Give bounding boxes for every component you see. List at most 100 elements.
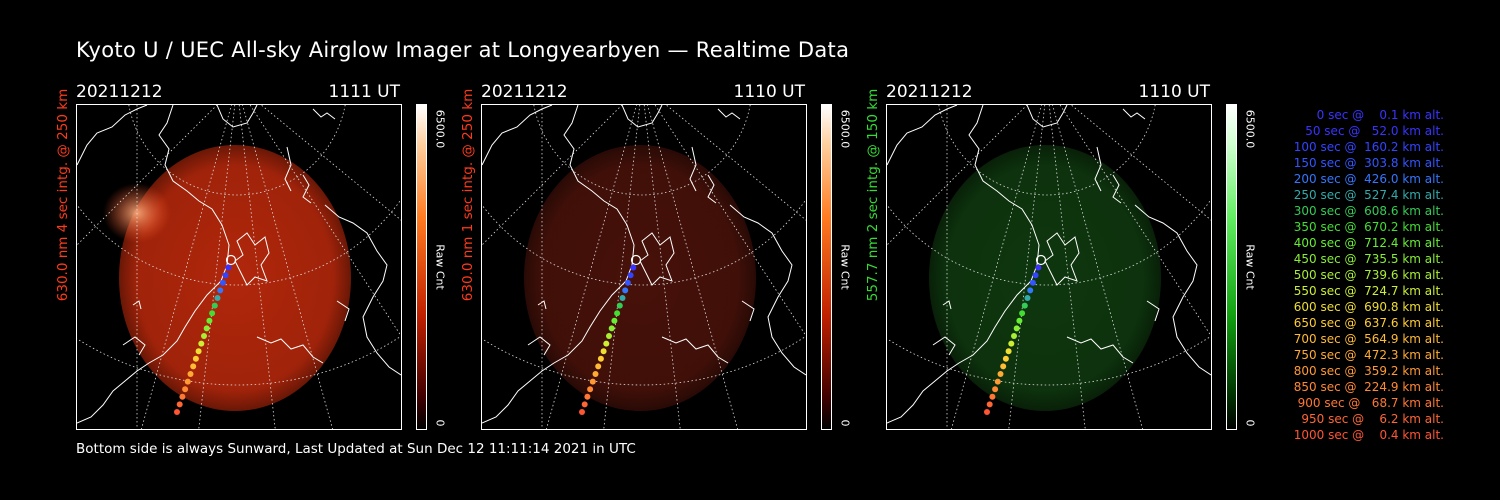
panel-date: 20211212 xyxy=(76,82,163,102)
allsky-map xyxy=(887,105,1211,429)
coastline xyxy=(741,300,755,322)
track-point xyxy=(616,302,623,309)
track-point xyxy=(579,409,585,415)
allsky-image xyxy=(481,104,807,430)
colorbar-max: 6500.0 xyxy=(433,109,447,149)
track-point xyxy=(587,386,594,393)
track-point xyxy=(192,355,199,362)
coastline xyxy=(537,300,547,310)
legend-row: 750 sec @ 472.3 km alt. xyxy=(1289,348,1444,362)
track-point xyxy=(611,317,618,324)
coastline xyxy=(216,105,258,128)
legend-row: 150 sec @ 303.8 km alt. xyxy=(1289,156,1444,170)
track-point xyxy=(994,378,1001,385)
track-point xyxy=(1005,348,1012,355)
track-point xyxy=(184,378,191,385)
track-point xyxy=(1029,279,1036,286)
track-point xyxy=(597,355,604,362)
track-point xyxy=(1035,264,1042,271)
legend-row: 100 sec @ 160.2 km alt. xyxy=(1289,140,1444,154)
coastline xyxy=(284,146,292,192)
track-point xyxy=(1008,340,1015,347)
coastline xyxy=(707,174,717,204)
track-point xyxy=(190,363,197,370)
airglow-disc xyxy=(929,145,1161,411)
airglow-panel-1: 20211212 1111 UT 6500.0 Raw Cnt 0 xyxy=(76,82,447,432)
track-point xyxy=(1021,302,1028,309)
track-point xyxy=(630,264,637,271)
coastline xyxy=(132,300,142,310)
track-point xyxy=(989,393,996,400)
coastline xyxy=(942,300,952,310)
track-point xyxy=(225,264,232,271)
colorbar-unit: Raw Cnt xyxy=(433,244,447,290)
track-point xyxy=(187,371,194,377)
coastline xyxy=(932,336,956,356)
panel-time: 1110 UT xyxy=(733,82,806,102)
footer-note: Bottom side is always Sunward, Last Upda… xyxy=(76,441,636,457)
coastline xyxy=(336,300,350,322)
colorbar-min: 0 xyxy=(1243,419,1257,427)
track-point xyxy=(1024,295,1031,301)
track-point xyxy=(619,295,626,301)
legend-row: 200 sec @ 426.0 km alt. xyxy=(1289,172,1444,186)
track-point xyxy=(179,393,186,400)
track-point xyxy=(584,393,591,400)
track-point xyxy=(201,333,207,339)
airglow-disc xyxy=(524,145,756,411)
track-point xyxy=(203,325,210,332)
legend-row: 600 sec @ 690.8 km alt. xyxy=(1289,300,1444,314)
airglow-panel-2: 20211212 1110 UT 6500.0 Raw Cnt 0 xyxy=(481,82,852,432)
track-point xyxy=(174,409,180,415)
colorbar-max: 6500.0 xyxy=(838,109,852,149)
coastline xyxy=(1112,174,1122,204)
track-point xyxy=(198,340,205,347)
track-point xyxy=(997,371,1004,377)
page-title: Kyoto U / UEC All-sky Airglow Imager at … xyxy=(76,38,850,62)
coastline xyxy=(729,204,806,376)
coastline xyxy=(312,108,336,120)
legend-row: 350 sec @ 670.2 km alt. xyxy=(1289,220,1444,234)
coastline xyxy=(717,108,741,120)
track-point xyxy=(222,272,229,279)
colorbar-min: 0 xyxy=(433,419,447,427)
legend-row: 450 sec @ 735.5 km alt. xyxy=(1289,252,1444,266)
track-point xyxy=(206,317,213,324)
coastline xyxy=(122,336,146,356)
track-point xyxy=(225,254,237,266)
time-altitude-legend: 0 sec @ 0.1 km alt. 50 sec @ 52.0 km alt… xyxy=(1262,108,1444,444)
legend-row: 800 sec @ 359.2 km alt. xyxy=(1289,364,1444,378)
coastline xyxy=(621,105,663,128)
colorbar-min: 0 xyxy=(838,419,852,427)
coastline xyxy=(1094,146,1102,192)
track-point xyxy=(1032,272,1039,279)
legend-row: 400 sec @ 712.4 km alt. xyxy=(1289,236,1444,250)
airglow-panel-3: 20211212 1110 UT 6500.0 Raw Cnt 0 xyxy=(886,82,1257,432)
legend-row: 300 sec @ 608.6 km alt. xyxy=(1289,204,1444,218)
track-point xyxy=(1035,254,1047,266)
track-point xyxy=(592,371,599,377)
track-point xyxy=(176,401,183,408)
coastline xyxy=(324,204,401,376)
coastline xyxy=(661,336,729,364)
legend-row: 1000 sec @ 0.4 km alt. xyxy=(1293,428,1444,442)
legend-row: 0 sec @ 0.1 km alt. xyxy=(1305,108,1444,122)
track-point xyxy=(581,401,588,408)
panel-time: 1111 UT xyxy=(328,82,401,102)
track-point xyxy=(595,363,602,370)
track-point xyxy=(219,279,226,286)
coastline xyxy=(77,105,148,166)
coastline xyxy=(1134,204,1211,376)
colorbar xyxy=(1226,104,1237,430)
track-point xyxy=(1013,325,1020,332)
legend-row: 950 sec @ 6.2 km alt. xyxy=(1297,412,1444,426)
track-point xyxy=(195,348,202,355)
track-point xyxy=(984,409,990,415)
track-point xyxy=(1019,310,1026,317)
legend-row: 650 sec @ 637.6 km alt. xyxy=(1289,316,1444,330)
allsky-image xyxy=(76,104,402,430)
track-point xyxy=(217,287,224,294)
track-point xyxy=(608,325,615,332)
track-point xyxy=(1000,363,1007,370)
coastline xyxy=(302,174,312,204)
